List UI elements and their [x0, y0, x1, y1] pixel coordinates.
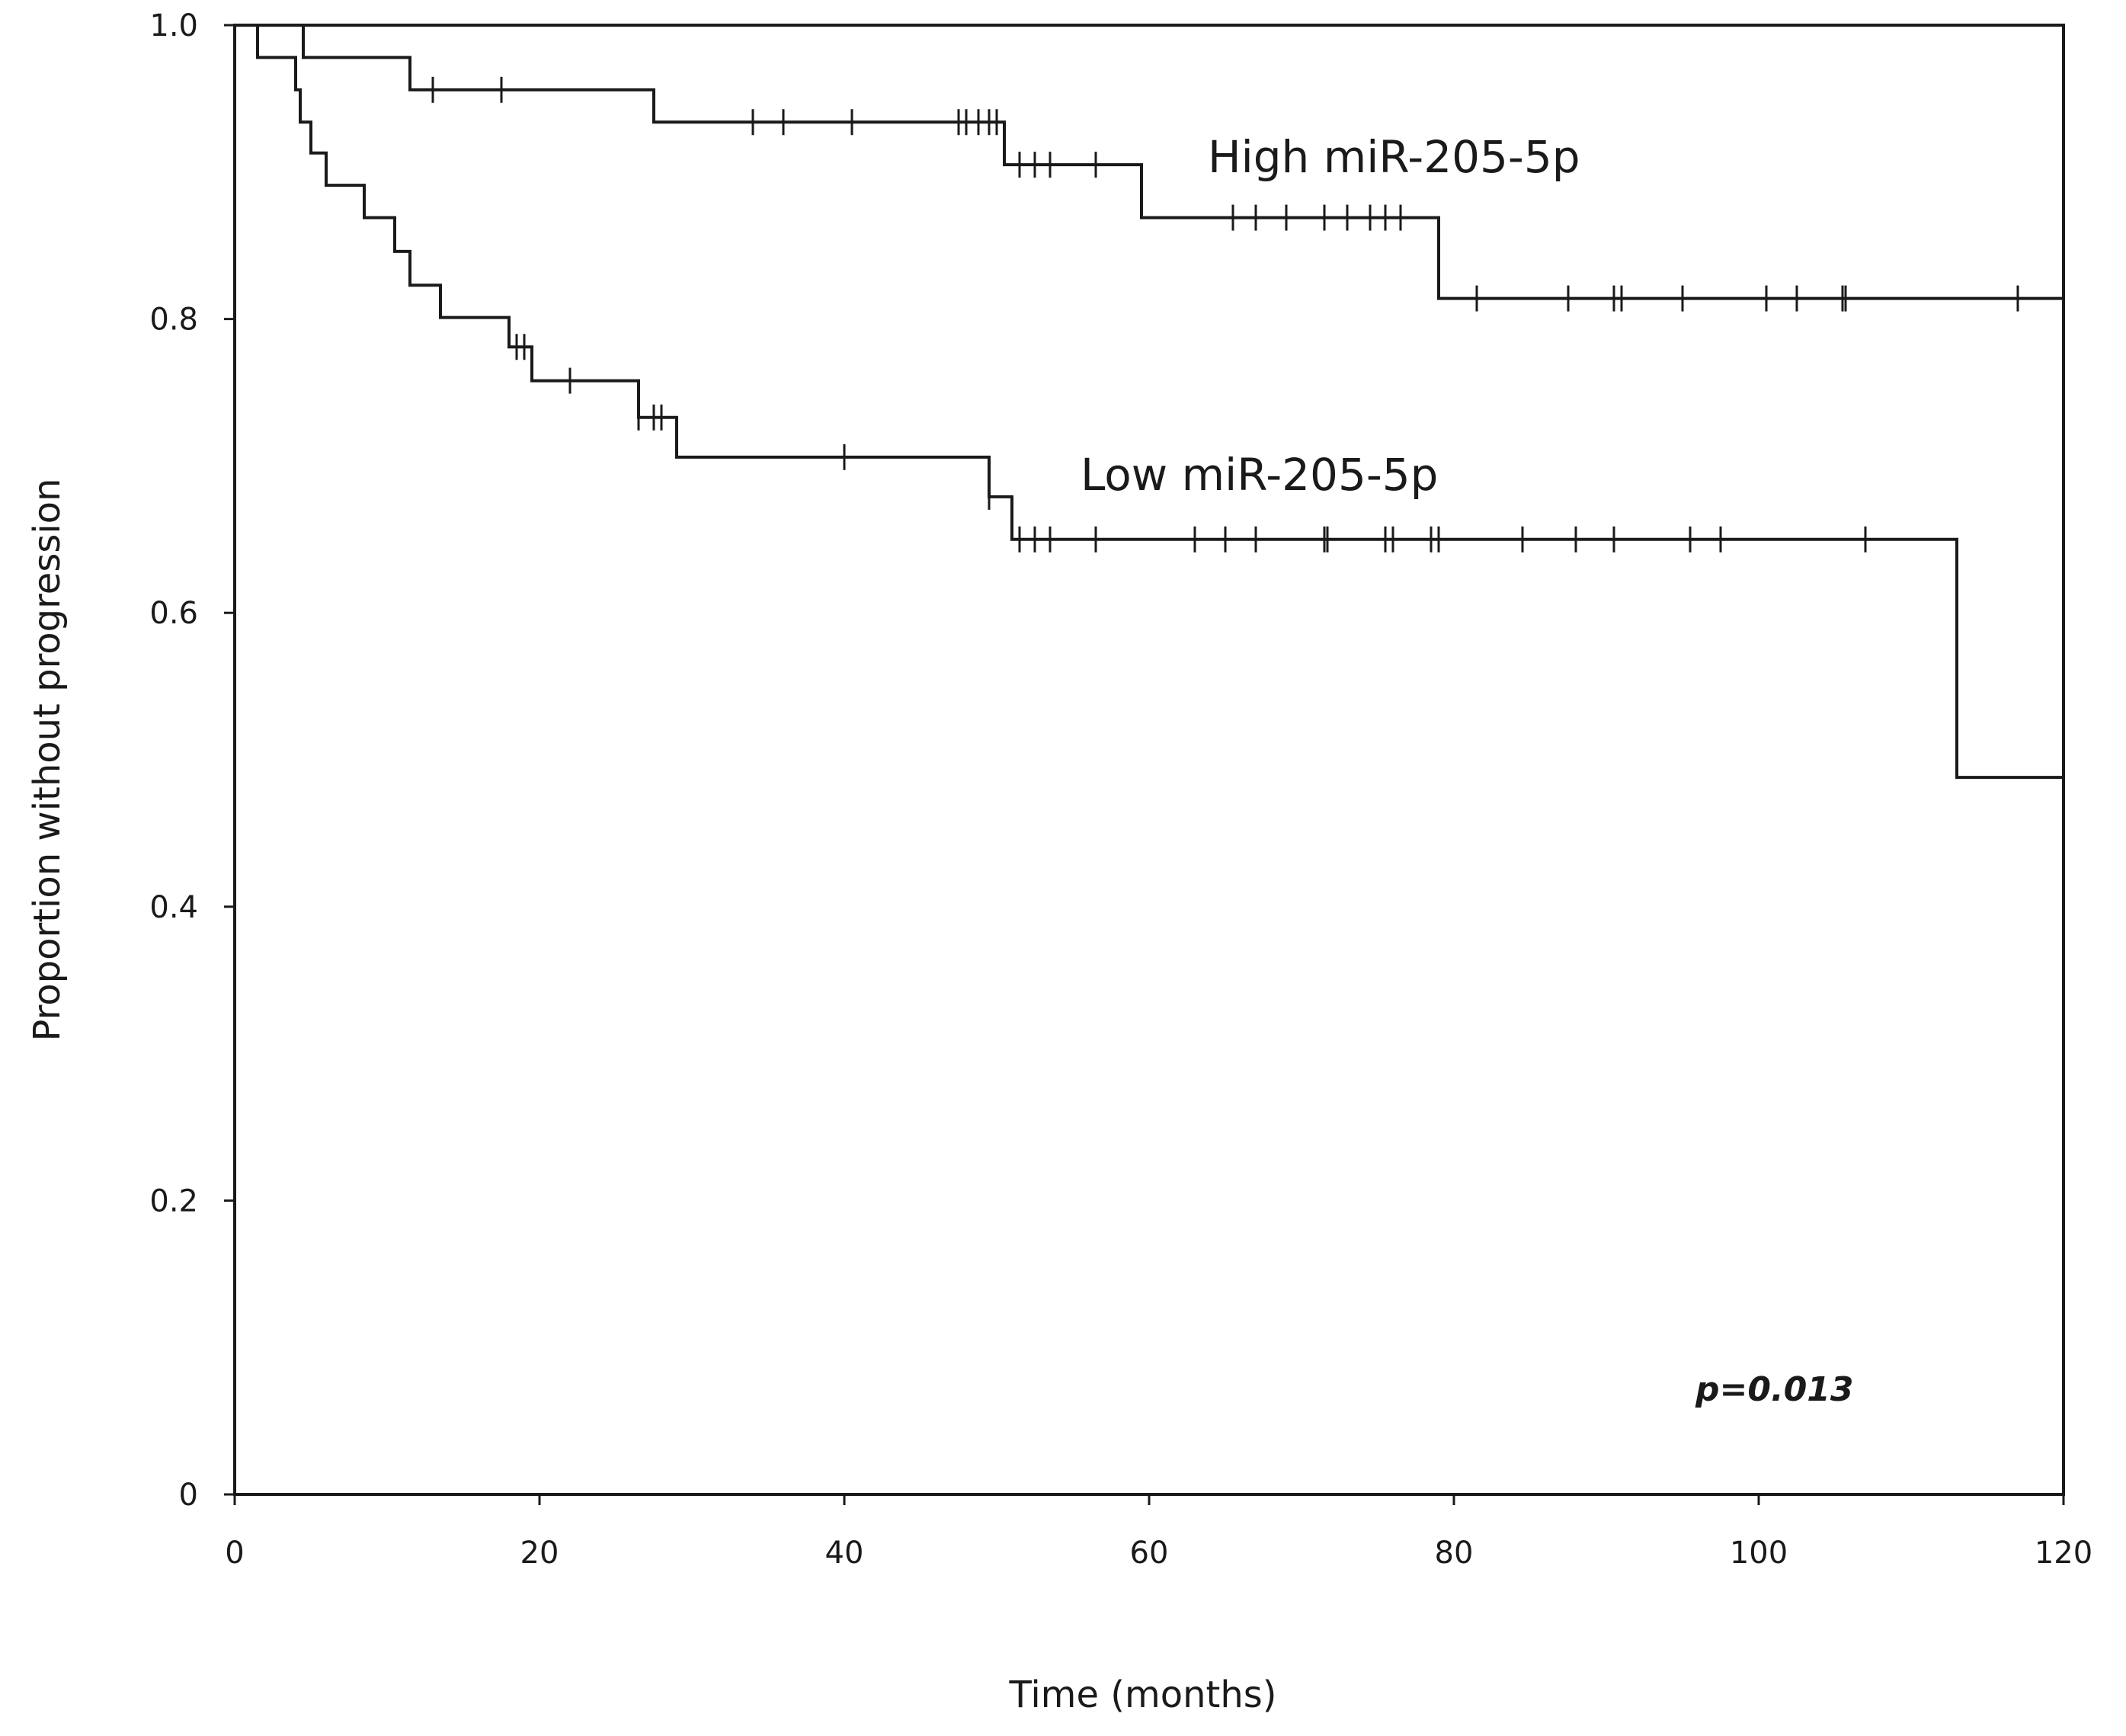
y-tick-label: 0.4 [149, 890, 198, 925]
x-tick-label: 20 [520, 1536, 559, 1571]
km-curve-high [235, 24, 2064, 300]
series-label-low: Low miR-205-5p [1081, 449, 1439, 501]
x-tick-label: 120 [2035, 1536, 2092, 1571]
series-high [235, 24, 2064, 312]
x-tick-label: 60 [1130, 1536, 1169, 1571]
x-tick-label: 80 [1435, 1536, 1474, 1571]
series-low [235, 24, 2064, 780]
p-value-annotation: p=0.013 [1695, 1370, 1854, 1409]
x-axis-title: Time (months) [1009, 1674, 1277, 1716]
y-tick-label: 1.0 [149, 8, 198, 43]
series-label-high: High miR-205-5p [1208, 131, 1580, 183]
y-tick-label: 0.2 [149, 1183, 198, 1219]
y-tick-label: 0 [179, 1478, 198, 1513]
km-curve-low [235, 24, 2064, 780]
x-tick-label: 100 [1730, 1536, 1788, 1571]
series-layer [235, 24, 2064, 780]
plot-frame [233, 24, 2065, 1496]
y-axis: 0 0.2 0.4 0.6 0.8 1.0 [149, 8, 235, 1513]
y-tick-label: 0.8 [149, 303, 198, 338]
y-axis-title: Proportion without progression [26, 479, 69, 1042]
y-tick-label: 0.6 [149, 596, 198, 631]
x-tick-label: 0 [225, 1536, 244, 1571]
x-axis: 0 20 40 60 80 100 120 [225, 1494, 2092, 1571]
x-tick-label: 40 [825, 1536, 864, 1571]
